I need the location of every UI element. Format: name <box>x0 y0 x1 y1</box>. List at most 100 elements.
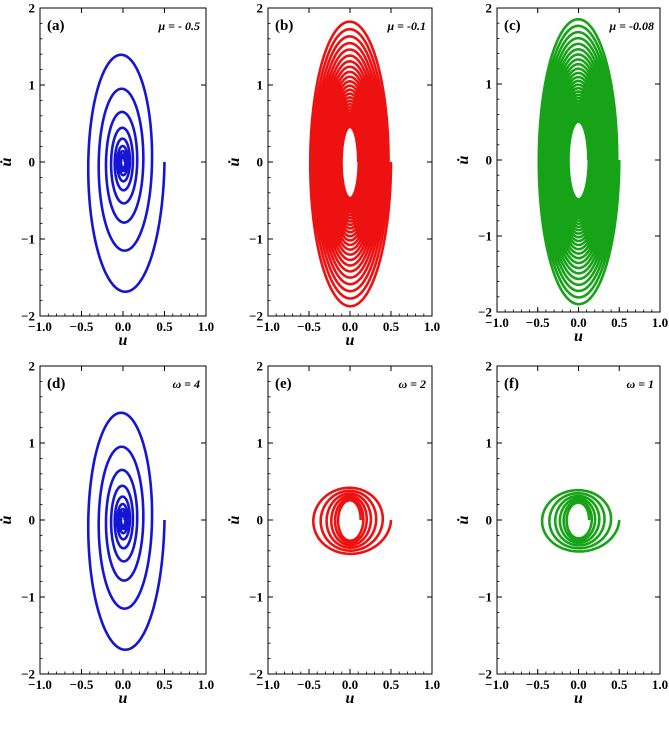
x-tick-label: −0.5 <box>297 319 321 334</box>
y-tick-label: −2 <box>478 667 492 682</box>
y-tick-label: 1 <box>486 436 493 451</box>
y-tick-label: −1 <box>478 229 492 244</box>
x-tick-label: 0.0 <box>570 315 586 330</box>
x-tick-label: 1.0 <box>424 319 440 334</box>
y-tick-label: 0 <box>29 155 36 170</box>
x-tick-label: 1.0 <box>198 677 214 692</box>
x-axis-label: u <box>574 690 583 707</box>
parameter-annotation: μ = -0.08 <box>608 19 654 33</box>
x-tick-label: 0.5 <box>611 315 628 330</box>
y-tick-label: 0 <box>257 513 264 528</box>
panel-b: −1.0 −0.5 0.0 0.5 1.0 −2 −1 0 1 2 u u̇ (b) μ = -0.1 <box>226 1 440 350</box>
panel-e: −1.0 −0.5 0.0 0.5 1.0 −2 −1 0 1 2 u u̇ (e) ω = 2 <box>226 359 440 708</box>
x-axis-label: u <box>346 690 355 707</box>
panel-d: −1.0 −0.5 0.0 0.5 1.0 −2 −1 0 1 2 u u̇ (d) ω = 4 <box>0 359 214 708</box>
parameter-annotation: ω = 4 <box>172 377 200 391</box>
y-tick-label: −1 <box>478 590 492 605</box>
y-tick-label: 2 <box>29 1 36 16</box>
x-tick-label: 0.5 <box>156 319 173 334</box>
trajectory-line <box>86 411 166 652</box>
y-tick-label: 2 <box>486 359 493 374</box>
panel-f: −1.0 −0.5 0.0 0.5 1.0 −2 −1 0 1 2 u u̇ (f) ω = 1 <box>455 359 668 708</box>
x-axis-label: u <box>346 332 355 349</box>
y-tick-label: −2 <box>21 667 35 682</box>
y-axis-label: u̇ <box>0 157 15 166</box>
y-tick-label: −2 <box>249 667 263 682</box>
parameter-annotation: μ = -0.1 <box>386 19 426 33</box>
x-tick-label: 0.0 <box>115 677 131 692</box>
y-tick-label: 2 <box>257 359 264 374</box>
panel-label: (f) <box>504 376 519 392</box>
panel-label: (c) <box>504 18 521 34</box>
y-tick-label: −2 <box>249 309 263 324</box>
parameter-annotation: ω = 1 <box>626 377 654 391</box>
y-tick-label: −1 <box>21 232 35 247</box>
x-tick-label: 1.0 <box>198 319 214 334</box>
y-tick-label: −2 <box>21 309 35 324</box>
trajectory-line <box>308 20 393 308</box>
y-tick-label: 0 <box>486 513 493 528</box>
x-tick-label: −1.0 <box>256 319 280 334</box>
y-tick-label: 0 <box>486 153 493 168</box>
plot-frame <box>496 365 661 675</box>
x-tick-label: −0.5 <box>297 677 321 692</box>
y-tick-label: 1 <box>257 78 264 93</box>
x-tick-label: −1.0 <box>256 677 280 692</box>
y-tick-label: 1 <box>486 77 493 92</box>
x-tick-label: −1.0 <box>485 677 509 692</box>
panel-label: (b) <box>275 18 293 34</box>
x-tick-label: 0.5 <box>156 677 173 692</box>
x-tick-label: 0.0 <box>115 319 131 334</box>
y-axis-label: u̇ <box>0 515 15 524</box>
panel-c: −1.0 −0.5 0.0 0.5 1.0 −2 −1 0 1 2 u u̇ (c) μ = -0.08 <box>455 1 668 346</box>
y-tick-label: 0 <box>29 513 36 528</box>
trajectory-line <box>312 486 393 556</box>
y-axis-label: u̇ <box>455 515 472 524</box>
x-tick-label: −0.5 <box>526 677 550 692</box>
x-tick-label: 0.5 <box>383 677 400 692</box>
x-axis-label: u <box>574 328 583 345</box>
y-axis-label: u̇ <box>226 157 243 166</box>
x-tick-label: 0.0 <box>342 677 358 692</box>
x-tick-label: −1.0 <box>485 315 509 330</box>
x-tick-label: −0.5 <box>70 677 94 692</box>
y-tick-label: −1 <box>249 232 263 247</box>
x-tick-label: 0.5 <box>383 319 400 334</box>
x-tick-label: −0.5 <box>70 319 94 334</box>
y-tick-label: 2 <box>257 1 264 16</box>
y-tick-label: 0 <box>257 155 264 170</box>
x-tick-label: 1.0 <box>652 677 668 692</box>
y-tick-label: −2 <box>478 305 492 320</box>
x-tick-label: −1.0 <box>28 319 52 334</box>
plot-frame <box>267 7 433 317</box>
trajectory-line <box>537 17 621 306</box>
y-tick-label: −1 <box>249 590 263 605</box>
plot-frame <box>267 365 433 675</box>
y-axis-label: u̇ <box>226 515 243 524</box>
trajectory-line <box>86 53 166 294</box>
panel-a: −1.0 −0.5 0.0 0.5 1.0 −2 −1 0 1 2 u u̇ (a) μ = - 0.5 <box>0 1 214 350</box>
x-tick-label: −0.5 <box>526 315 550 330</box>
x-tick-label: 1.0 <box>652 315 668 330</box>
parameter-annotation: μ = - 0.5 <box>157 19 200 33</box>
panel-label: (a) <box>47 18 65 34</box>
x-tick-label: −1.0 <box>28 677 52 692</box>
y-tick-label: 2 <box>486 1 493 16</box>
y-axis-label: u̇ <box>455 155 472 164</box>
trajectory-line <box>540 488 621 553</box>
y-tick-label: −1 <box>21 590 35 605</box>
x-tick-label: 0.0 <box>570 677 586 692</box>
panel-label: (d) <box>47 376 65 392</box>
x-axis-label: u <box>119 690 128 707</box>
x-tick-label: 0.0 <box>342 319 358 334</box>
panel-label: (e) <box>275 376 292 392</box>
y-tick-label: 2 <box>29 359 36 374</box>
y-tick-label: 1 <box>257 436 264 451</box>
y-tick-label: 1 <box>29 78 36 93</box>
x-tick-label: 0.5 <box>611 677 628 692</box>
y-tick-label: 1 <box>29 436 36 451</box>
parameter-annotation: ω = 2 <box>398 377 426 391</box>
x-axis-label: u <box>119 332 128 349</box>
x-tick-label: 1.0 <box>424 677 440 692</box>
